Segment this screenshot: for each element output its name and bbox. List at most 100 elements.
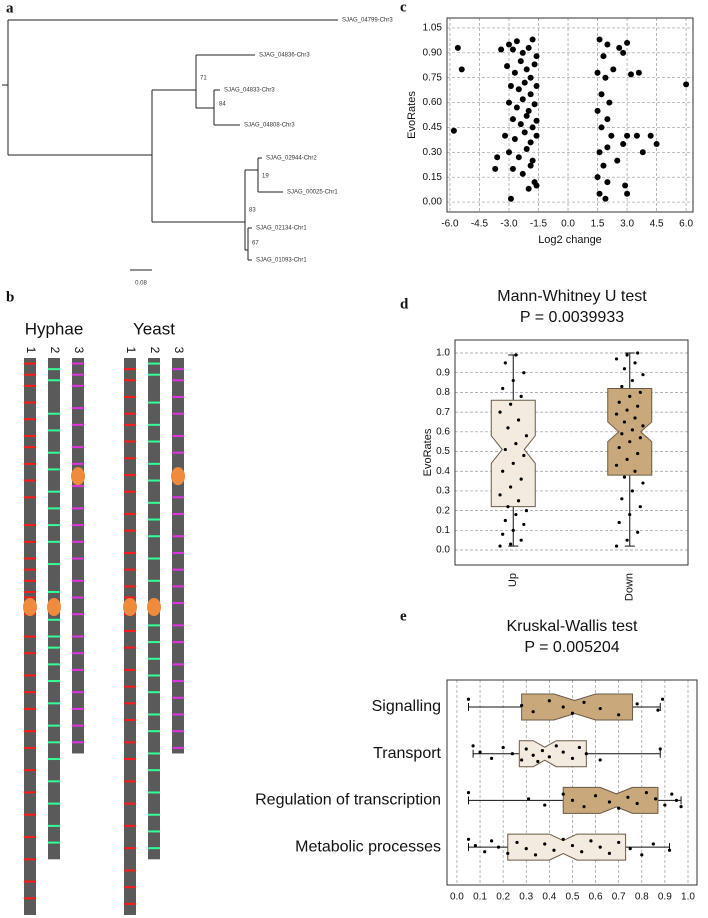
point <box>596 149 603 156</box>
point <box>617 713 621 717</box>
point <box>594 174 601 181</box>
point <box>608 132 615 139</box>
panel-label: a <box>6 0 14 16</box>
band <box>172 496 184 499</box>
point <box>641 481 645 485</box>
y-tick-label: 0.0 <box>436 545 450 556</box>
point <box>598 124 605 131</box>
point <box>616 44 623 51</box>
point <box>598 706 602 711</box>
chromosome-number: 3 <box>72 347 86 354</box>
point <box>660 697 665 701</box>
y-tick-label: 0.8 <box>436 387 450 398</box>
chart-subtitle: P = 0.0039933 <box>520 309 624 326</box>
point <box>638 505 642 509</box>
leaf-label: SJAG_01093-Chr1 <box>256 258 307 264</box>
x-tick-label: -6.0 <box>441 219 459 230</box>
band <box>124 719 136 722</box>
panel-label: d <box>400 296 409 312</box>
x-tick-label: 0.4 <box>542 892 556 903</box>
band <box>24 362 36 365</box>
x-tick-label: -4.5 <box>471 219 489 230</box>
band <box>124 741 136 744</box>
band <box>124 423 136 426</box>
band <box>124 646 136 649</box>
band <box>48 524 60 527</box>
bootstrap: 71 <box>200 76 207 82</box>
bootstrap: 19 <box>262 174 269 180</box>
band <box>172 585 184 588</box>
x-tick-label: 4.5 <box>650 219 664 230</box>
point <box>509 542 513 546</box>
band <box>48 563 60 566</box>
plot-frame <box>446 679 698 886</box>
x-tick-label: 0.9 <box>658 892 672 903</box>
chart-title: Mann-Whitney U test <box>497 288 647 305</box>
point <box>625 353 629 357</box>
point <box>656 708 660 712</box>
point <box>458 66 465 73</box>
point <box>636 404 640 408</box>
point <box>529 124 536 131</box>
point <box>633 416 637 420</box>
band <box>124 685 136 688</box>
point <box>543 842 547 846</box>
point <box>635 702 639 706</box>
band <box>72 384 84 387</box>
point <box>620 497 624 501</box>
box <box>507 833 627 861</box>
point <box>614 412 619 416</box>
box <box>518 740 587 768</box>
point <box>533 53 540 60</box>
band <box>48 663 60 666</box>
point <box>511 69 518 76</box>
y-tick-label: 0.60 <box>423 97 443 108</box>
band <box>172 535 184 538</box>
band <box>148 423 160 426</box>
y-axis-label: EvoRates <box>422 428 434 476</box>
point <box>602 195 609 202</box>
point <box>454 44 461 51</box>
point <box>533 853 538 857</box>
point <box>598 91 605 98</box>
point <box>524 847 528 851</box>
point <box>640 853 644 857</box>
category-label: Signalling <box>372 698 441 715</box>
point <box>515 86 522 93</box>
leaf-label: SJAG_02134-Chr1 <box>256 226 307 232</box>
point <box>526 797 531 801</box>
point <box>604 41 611 48</box>
category-label: Metabolic processes <box>295 838 441 855</box>
band <box>48 646 60 649</box>
point <box>653 141 660 148</box>
bootstrap: 84 <box>219 102 226 108</box>
point <box>614 157 621 164</box>
point <box>625 538 629 542</box>
point <box>504 63 511 70</box>
band <box>124 529 136 532</box>
point <box>547 699 551 703</box>
point <box>503 518 507 523</box>
band <box>148 674 160 677</box>
band <box>124 702 136 705</box>
point <box>577 745 581 750</box>
point <box>620 141 627 148</box>
point <box>543 803 547 807</box>
point <box>594 69 601 76</box>
point <box>511 378 515 383</box>
band <box>72 485 84 488</box>
chromosome <box>172 358 184 754</box>
band <box>24 373 36 376</box>
point <box>527 139 534 146</box>
point <box>624 39 631 46</box>
point <box>478 750 482 754</box>
centromere <box>71 467 85 486</box>
band <box>48 590 60 593</box>
point <box>498 410 502 414</box>
point <box>570 798 575 803</box>
point <box>594 107 601 114</box>
panel-label: c <box>400 0 407 15</box>
band <box>48 780 60 783</box>
point <box>636 530 640 534</box>
band <box>124 847 136 850</box>
